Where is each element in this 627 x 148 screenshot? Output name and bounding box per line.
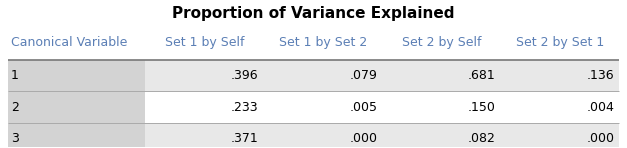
Text: Set 1 by Self: Set 1 by Self [164,36,244,49]
Text: Set 2 by Self: Set 2 by Self [402,36,481,49]
Text: .079: .079 [349,69,377,82]
Text: .150: .150 [468,100,496,114]
Text: .681: .681 [468,69,496,82]
Text: 2: 2 [11,100,19,114]
Text: .000: .000 [349,132,377,145]
Text: .233: .233 [231,100,258,114]
Text: Canonical Variable: Canonical Variable [11,36,127,49]
Text: 3: 3 [11,132,19,145]
Text: Proportion of Variance Explained: Proportion of Variance Explained [172,6,455,21]
Text: Set 1 by Set 2: Set 1 by Set 2 [279,36,367,49]
Bar [8,123,619,148]
Bar [8,91,145,123]
Text: .396: .396 [231,69,258,82]
Text: .000: .000 [586,132,614,145]
Bar [8,60,145,91]
Text: .136: .136 [587,69,614,82]
Text: .082: .082 [468,132,496,145]
Text: .004: .004 [586,100,614,114]
Bar [8,123,145,148]
Text: Set 2 by Set 1: Set 2 by Set 1 [516,36,604,49]
Text: .371: .371 [231,132,258,145]
Text: .005: .005 [349,100,377,114]
Bar [8,91,619,123]
Bar [8,60,619,91]
Text: 1: 1 [11,69,19,82]
